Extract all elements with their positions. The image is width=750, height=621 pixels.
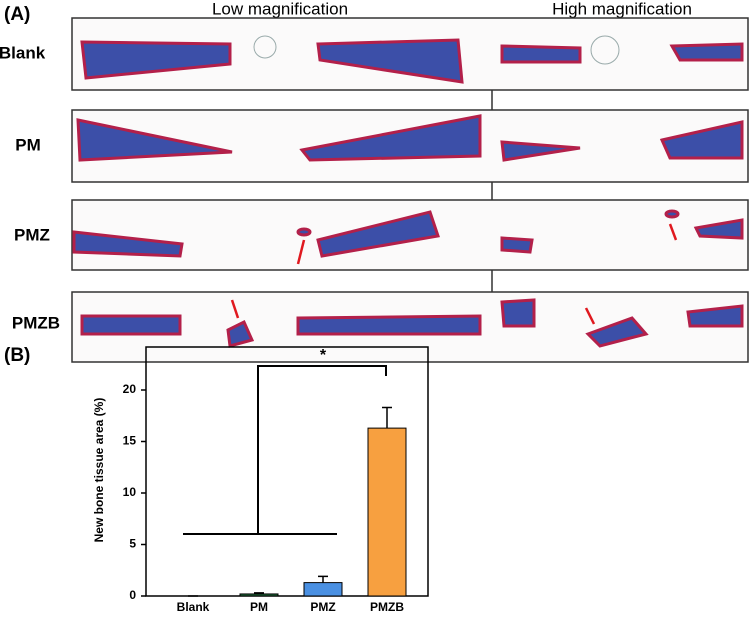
column-header: High magnification [552,0,692,18]
bone-tissue [669,42,744,62]
x-tick-label: Blank [177,600,210,614]
bar [303,582,343,597]
y-tick-label: 20 [123,382,137,396]
y-tick-label: 10 [123,485,137,499]
bone-tissue [316,210,440,258]
row-label: PMZ [14,225,50,244]
row-label: PM [15,135,41,154]
bone-tissue [296,227,312,237]
y-tick-label: 0 [129,588,136,602]
bone-tissue [585,316,649,348]
bone-tissue [296,314,482,336]
y-tick-label: 15 [123,434,137,448]
bone-tissue [686,304,744,328]
hole-marker [590,35,620,65]
panel-label: (B) [4,345,30,366]
image-frame [71,199,749,271]
error-bar [382,406,392,429]
hole-marker [253,35,277,59]
bone-tissue [500,236,534,254]
significance-bracket [183,365,387,535]
arrow [668,223,678,241]
bone-tissue [76,118,233,162]
error-bar [254,592,264,594]
y-axis-label: New bone tissue area (%) [92,398,106,543]
bone-tissue [80,314,182,336]
column-header: Low magnification [212,0,348,18]
y-tick-label: 5 [129,537,136,551]
panel-label: (A) [4,4,30,25]
bar-chart: 0 5 10 15 20 Blank PM PMZ PMZB [123,382,407,614]
bone-tissue [659,120,744,160]
bone-tissue [500,298,536,328]
significance-mark: * [320,347,327,364]
bone-tissue [316,38,464,84]
bone-tissue [226,319,255,348]
bone-tissue [500,140,581,162]
bone-tissue [299,114,482,162]
bone-tissue [80,40,232,80]
bone-tissue [693,218,744,240]
plot-frame [145,346,429,597]
row-label: Blank [0,43,46,62]
bar [367,427,407,597]
x-tick-label: PMZ [310,600,335,614]
row-label: PMZB [12,313,60,332]
bone-tissue [500,44,582,64]
bone-tissue [72,230,184,258]
histology-rows: Blank PM PMZ PMZB [0,17,749,363]
arrow [584,307,596,325]
x-tick-label: PM [250,600,268,614]
arrow [296,239,306,265]
error-bar [318,575,328,583]
bar [239,593,279,597]
bone-tissue [664,209,680,219]
arrow [230,299,240,319]
x-tick-label: PMZB [370,600,404,614]
